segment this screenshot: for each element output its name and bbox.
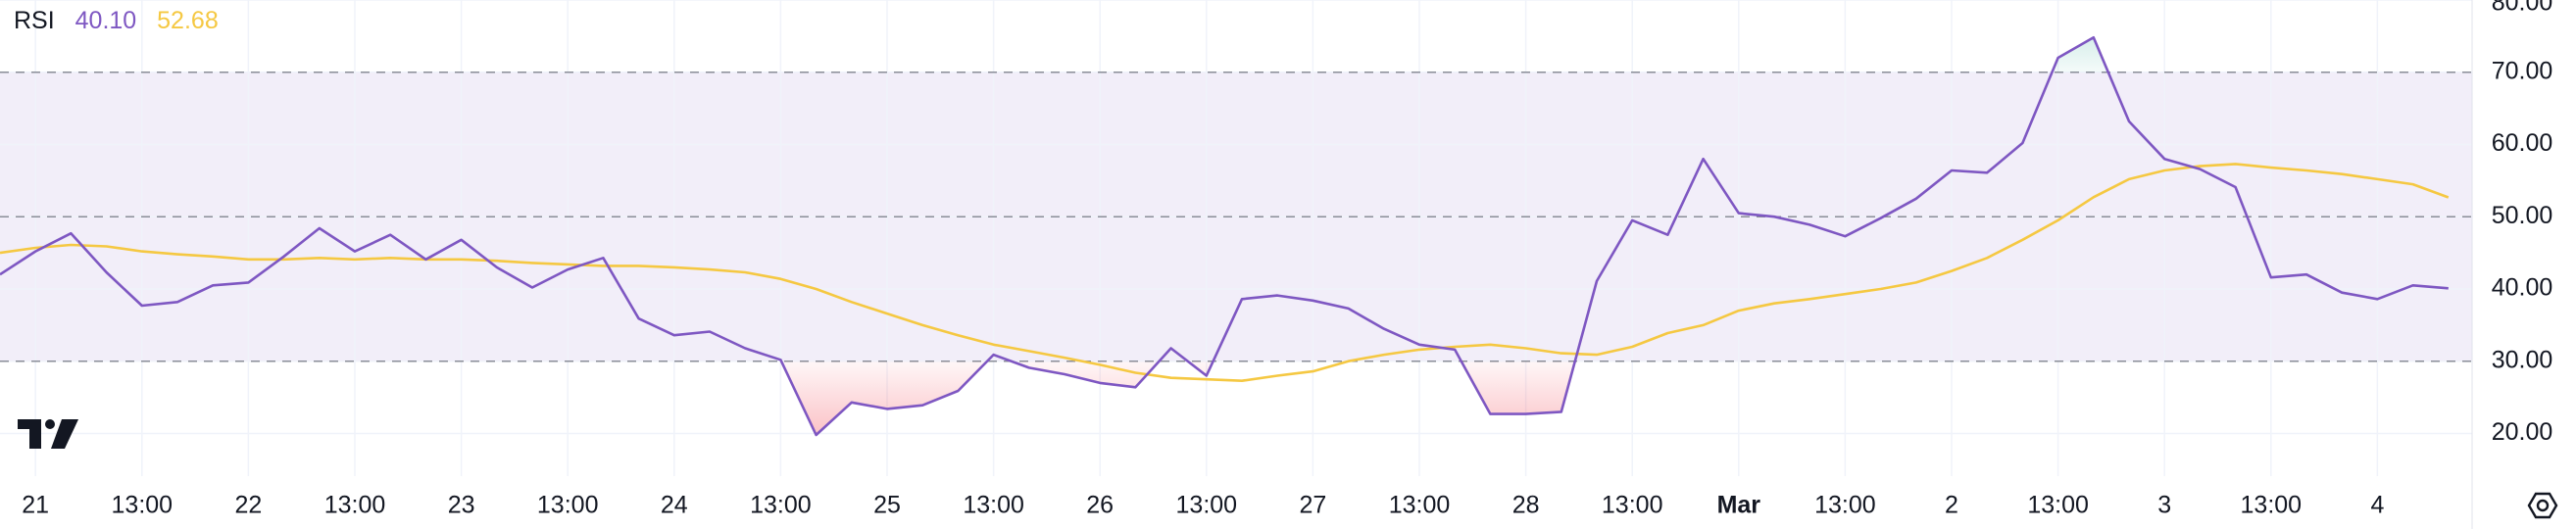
x-tick-label: 4 bbox=[2370, 492, 2384, 519]
tradingview-logo bbox=[18, 419, 78, 449]
y-tick-label: 20.00 bbox=[2492, 418, 2553, 446]
rsi-line bbox=[0, 36, 2449, 437]
ma-value: 52.68 bbox=[157, 7, 219, 34]
x-tick-label: 13:00 bbox=[1389, 492, 1451, 519]
rsi-ma-line bbox=[0, 163, 2450, 382]
x-tick-label: 26 bbox=[1086, 492, 1114, 519]
x-tick-label: 13:00 bbox=[1602, 492, 1663, 519]
y-tick-label: 30.00 bbox=[2492, 346, 2553, 373]
x-tick-label: 22 bbox=[234, 492, 262, 519]
x-tick-label: 13:00 bbox=[963, 492, 1024, 519]
x-tick-label: 13:00 bbox=[750, 492, 812, 519]
x-tick-label: 13:00 bbox=[1176, 492, 1238, 519]
settings-button[interactable] bbox=[2527, 492, 2558, 519]
y-tick-label: 80.00 bbox=[2492, 0, 2553, 17]
header: RSI 40.10 52.68 bbox=[14, 7, 219, 34]
indicator-name: RSI bbox=[14, 7, 55, 34]
y-tick-label: 50.00 bbox=[2492, 202, 2553, 229]
x-tick-label: 21 bbox=[22, 492, 49, 519]
y-tick-label: 40.00 bbox=[2492, 274, 2553, 302]
y-tick-label: 60.00 bbox=[2492, 129, 2553, 157]
x-tick-label: 27 bbox=[1299, 492, 1326, 519]
x-tick-label: 13:00 bbox=[324, 492, 386, 519]
x-tick-label: 13:00 bbox=[2027, 492, 2089, 519]
x-tick-label: 24 bbox=[661, 492, 688, 519]
x-tick-label: Mar bbox=[1717, 492, 1761, 519]
x-tick-label: 25 bbox=[873, 492, 901, 519]
x-tick-label: 13:00 bbox=[2241, 492, 2303, 519]
x-tick-label: 13:00 bbox=[112, 492, 173, 519]
x-tick-label: 3 bbox=[2157, 492, 2171, 519]
x-tick-label: 13:00 bbox=[537, 492, 599, 519]
rsi-value: 40.10 bbox=[75, 7, 137, 34]
x-tick-label: 2 bbox=[1945, 492, 1958, 519]
x-tick-label: 13:00 bbox=[1814, 492, 1876, 519]
y-tick-label: 70.00 bbox=[2492, 57, 2553, 84]
x-tick-label: 28 bbox=[1512, 492, 1540, 519]
x-tick-label: 23 bbox=[448, 492, 475, 519]
